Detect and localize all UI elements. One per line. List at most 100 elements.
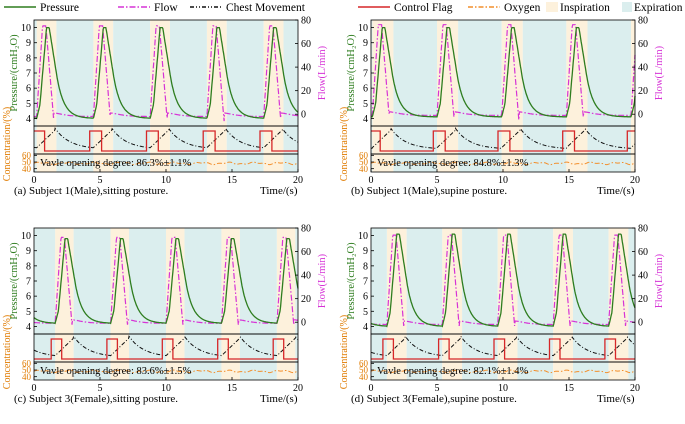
insp-band	[497, 228, 518, 380]
series-pressure	[34, 26, 299, 120]
x-tick-label: 10	[498, 383, 508, 394]
series-control-flag	[371, 338, 635, 360]
valve-opening-annotation: Vavle opening degree: 83.6%±1.5%	[40, 366, 192, 377]
x-tick-label: 15	[227, 383, 237, 394]
y-left-tick-label: 5	[26, 307, 31, 318]
exp-band	[56, 20, 94, 172]
x-tick-label: 0	[369, 175, 374, 186]
x-tick-label: 20	[293, 175, 303, 186]
y-conc-tick-label: 60	[22, 151, 32, 161]
insp-band	[372, 20, 394, 172]
series-pressure	[371, 26, 636, 118]
panel-caption: (d) Subject 3(Female),supine posture.	[351, 393, 517, 405]
series-chest-movement	[371, 126, 636, 149]
y-left-tick-label: 10	[21, 23, 31, 34]
y-right-tick-label: 0	[301, 318, 306, 329]
panel-caption: (c) Subject 3(Female),sitting posture.	[14, 393, 178, 405]
y-right-tick-label: 40	[301, 271, 311, 282]
exp-band	[628, 228, 635, 380]
y-right-tick-label: 40	[301, 63, 311, 74]
insp-band	[608, 228, 629, 380]
series-chest-movement	[370, 334, 636, 357]
y-right-tick-label: 60	[301, 39, 311, 50]
y-right-axis-label: Flow(L/min)	[654, 45, 665, 100]
exp-band	[73, 228, 111, 380]
y-left-tick-label: 6	[363, 292, 368, 303]
y-left-tick-label: 5	[26, 99, 31, 110]
y-left-tick-label: 10	[358, 23, 368, 34]
x-tick-label: 5	[435, 175, 440, 186]
y-left-tick-label: 5	[363, 99, 368, 110]
y-left-tick-label: 6	[26, 84, 31, 95]
y-left-tick-label: 8	[363, 53, 368, 64]
y-left-tick-label: 6	[363, 84, 368, 95]
legend: Pressure Flow Chest Movement Control Fla…	[4, 2, 683, 14]
insp-band	[110, 228, 130, 380]
legend-pressure-label: Pressure	[40, 2, 79, 14]
exp-band	[393, 20, 437, 172]
x-tick-label: 10	[161, 383, 171, 394]
x-tick-label: 20	[630, 383, 640, 394]
y-right-axis-label: Flow(L/min)	[317, 45, 328, 100]
x-tick-label: 5	[435, 383, 440, 394]
legend-chest-label: Chest Movement	[226, 2, 306, 14]
y-conc-tick-label: 40	[22, 372, 32, 382]
exp-band	[34, 228, 56, 380]
x-tick-label: 0	[32, 175, 37, 186]
y-right-tick-label: 40	[638, 271, 648, 282]
y-conc-tick-label: 50	[22, 365, 32, 375]
y-conc-tick-label: 50	[359, 157, 369, 167]
y-right-tick-label: 60	[638, 39, 648, 50]
exp-band	[458, 20, 502, 172]
y-left-axis-label: Pressure/(cmH₂O)	[9, 242, 20, 320]
y-left-tick-label: 4	[363, 322, 368, 333]
insp-band	[386, 228, 407, 380]
y-conc-axis-label: Concentration/(%)	[339, 315, 350, 389]
x-tick-label: 15	[227, 175, 237, 186]
y-conc-tick-label: 60	[359, 151, 369, 161]
y-conc-tick-label: 50	[22, 157, 32, 167]
insp-band	[55, 228, 74, 380]
y-conc-tick-label: 50	[359, 365, 369, 375]
insp-band	[263, 20, 284, 172]
x-tick-label: 20	[630, 175, 640, 186]
x-tick-label: 5	[98, 175, 103, 186]
y-left-tick-label: 10	[21, 231, 31, 242]
insp-band	[206, 20, 227, 172]
y-left-tick-label: 4	[363, 114, 368, 125]
series-oxygen	[370, 369, 636, 374]
y-right-axis-label: Flow(L/min)	[317, 253, 328, 308]
y-left-tick-label: 7	[363, 69, 368, 80]
y-right-tick-label: 60	[301, 247, 311, 258]
insp-band	[501, 20, 523, 172]
valve-opening-annotation: Vavle opening degree: 82.1%±1.4%	[377, 366, 529, 377]
y-left-tick-label: 8	[26, 261, 31, 272]
y-left-tick-label: 8	[363, 261, 368, 272]
exp-band	[295, 228, 298, 380]
y-left-axis-label: Pressure/(cmH₂O)	[9, 34, 20, 112]
exp-band	[34, 20, 37, 172]
y-left-tick-label: 9	[26, 38, 31, 49]
exp-band	[371, 20, 373, 172]
x-tick-label: 15	[564, 383, 574, 394]
y-conc-tick-label: 40	[22, 164, 32, 174]
x-tick-label: 15	[564, 175, 574, 186]
y-left-axis-label: Pressure/(cmH₂O)	[346, 242, 357, 320]
insp-band	[36, 20, 57, 172]
insp-band	[442, 228, 463, 380]
x-tick-label: 10	[498, 175, 508, 186]
y-conc-axis-label: Concentration/(%)	[2, 315, 13, 389]
series-control-flag	[371, 130, 635, 152]
insp-band	[93, 20, 114, 172]
y-conc-tick-label: 40	[359, 164, 369, 174]
panel-caption: (a) Subject 1(Male),sitting posture.	[14, 185, 169, 197]
y-conc-tick-label: 60	[22, 359, 32, 369]
legend-flow-label: Flow	[154, 2, 178, 14]
y-right-tick-label: 0	[638, 318, 643, 329]
y-conc-axis-label: Concentration/(%)	[2, 107, 13, 181]
exp-band	[239, 228, 277, 380]
valve-opening-annotation: Vavle opening degree: 84.8%±1.3%	[377, 158, 529, 169]
